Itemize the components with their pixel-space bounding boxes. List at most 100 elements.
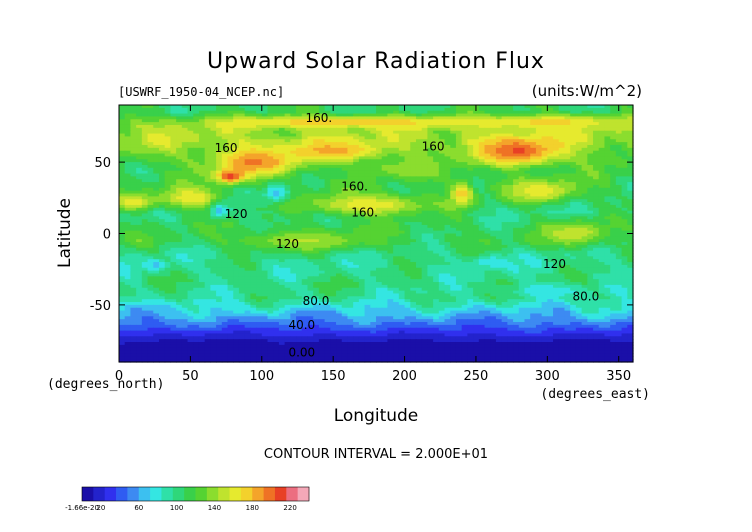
heatmap-cell	[438, 164, 446, 169]
heatmap-cell	[256, 170, 263, 175]
heatmap-cell	[193, 193, 200, 197]
heatmap-cell	[130, 213, 137, 217]
heatmap-cell	[124, 213, 132, 217]
heatmap-cell	[158, 147, 166, 152]
heatmap-cell	[330, 247, 337, 252]
heatmap-cell	[518, 124, 526, 129]
heatmap-cell	[598, 139, 606, 143]
heatmap-cell	[301, 182, 309, 186]
heatmap-cell	[433, 105, 440, 109]
heatmap-cell	[210, 239, 217, 243]
heatmap-cell	[313, 187, 320, 192]
heatmap-cell	[495, 259, 503, 263]
heatmap-cell	[261, 147, 269, 152]
heatmap-cell	[238, 210, 246, 215]
heatmap-cell	[290, 105, 297, 109]
heatmap-cell	[387, 210, 394, 215]
heatmap-cell	[421, 107, 428, 112]
heatmap-cell	[564, 222, 571, 226]
heatmap-cell	[393, 233, 400, 237]
heatmap-cell	[210, 142, 217, 146]
heatmap-cell	[290, 116, 297, 120]
heatmap-cell	[444, 107, 451, 112]
heatmap-cell	[558, 110, 566, 115]
heatmap-cell	[490, 139, 497, 143]
heatmap-cell	[518, 182, 526, 186]
heatmap-cell	[341, 182, 349, 186]
heatmap-cell	[587, 196, 594, 200]
heatmap-cell	[210, 233, 217, 237]
heatmap-cell	[147, 167, 154, 172]
heatmap-cell	[467, 227, 474, 232]
heatmap-cell	[313, 224, 320, 229]
heatmap-cell	[421, 253, 428, 257]
heatmap-cell	[278, 227, 286, 232]
heatmap-cell	[153, 230, 160, 235]
heatmap-cell	[558, 130, 566, 135]
heatmap-cell	[244, 144, 251, 149]
heatmap-cell	[410, 162, 417, 166]
heatmap-cell	[587, 105, 594, 109]
heatmap-cell	[119, 250, 126, 255]
heatmap-cell	[495, 236, 503, 240]
heatmap-cell	[381, 159, 389, 163]
heatmap-cell	[427, 222, 434, 226]
heatmap-cell	[370, 262, 377, 266]
heatmap-cell	[216, 219, 223, 223]
heatmap-cell	[473, 204, 480, 209]
heatmap-cell	[455, 167, 463, 172]
heatmap-cell	[524, 124, 531, 129]
heatmap-cell	[398, 204, 406, 209]
heatmap-cell	[307, 236, 314, 240]
heatmap-cell	[490, 156, 497, 160]
heatmap-cell	[564, 230, 571, 235]
heatmap-cell	[455, 116, 463, 120]
heatmap-cell	[290, 124, 297, 129]
heatmap-cell	[267, 239, 274, 243]
heatmap-cell	[547, 122, 554, 126]
heatmap-cell	[513, 247, 520, 252]
heatmap-cell	[381, 142, 389, 146]
heatmap-cell	[558, 133, 566, 138]
heatmap-cell	[484, 244, 491, 249]
heatmap-cell	[244, 119, 251, 123]
heatmap-cell	[421, 216, 428, 220]
heatmap-cell	[604, 139, 611, 143]
heatmap-cell	[141, 250, 149, 255]
heatmap-cell	[318, 250, 326, 255]
heatmap-cell	[358, 105, 366, 109]
heatmap-cell	[256, 130, 263, 135]
heatmap-cell	[153, 239, 160, 243]
heatmap-cell	[507, 233, 514, 237]
heatmap-cell	[250, 147, 257, 152]
heatmap-cell	[136, 224, 143, 229]
heatmap-cell	[398, 219, 406, 223]
heatmap-cell	[495, 105, 503, 109]
heatmap-cell	[124, 139, 132, 143]
heatmap-cell	[221, 113, 229, 118]
heatmap-cell	[170, 242, 177, 246]
heatmap-cell	[484, 164, 491, 169]
heatmap-cell	[455, 256, 463, 260]
heatmap-cell	[278, 233, 286, 237]
heatmap-cell	[233, 142, 240, 146]
heatmap-cell	[318, 244, 326, 249]
heatmap-cell	[404, 105, 411, 109]
heatmap-cell	[187, 244, 194, 249]
heatmap-cell	[170, 176, 177, 180]
heatmap-cell	[233, 193, 240, 197]
heatmap-cell	[313, 227, 320, 232]
heatmap-cell	[455, 247, 463, 252]
heatmap-cell	[621, 210, 628, 215]
heatmap-cell	[615, 164, 623, 169]
heatmap-cell	[376, 119, 383, 123]
heatmap-cell	[495, 110, 503, 115]
heatmap-cell	[353, 133, 360, 138]
heatmap-cell	[507, 187, 514, 192]
heatmap-cell	[535, 184, 543, 189]
heatmap-cell	[153, 136, 160, 140]
heatmap-cell	[296, 124, 303, 129]
heatmap-cell	[147, 253, 154, 257]
heatmap-cell	[364, 244, 371, 249]
heatmap-cell	[450, 204, 457, 209]
